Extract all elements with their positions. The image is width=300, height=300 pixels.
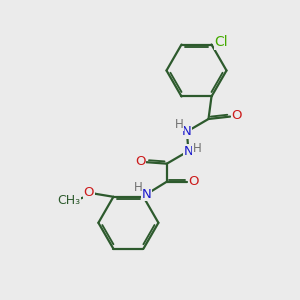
Text: O: O xyxy=(84,186,94,199)
Text: Cl: Cl xyxy=(214,35,228,49)
Text: N: N xyxy=(182,125,192,138)
Text: H: H xyxy=(134,181,142,194)
Text: O: O xyxy=(232,109,242,122)
Text: CH₃: CH₃ xyxy=(57,194,80,207)
Text: H: H xyxy=(193,142,202,155)
Text: N: N xyxy=(184,145,193,158)
Text: H: H xyxy=(175,118,184,130)
Text: O: O xyxy=(135,155,146,168)
Text: N: N xyxy=(142,188,151,201)
Text: O: O xyxy=(189,175,199,188)
